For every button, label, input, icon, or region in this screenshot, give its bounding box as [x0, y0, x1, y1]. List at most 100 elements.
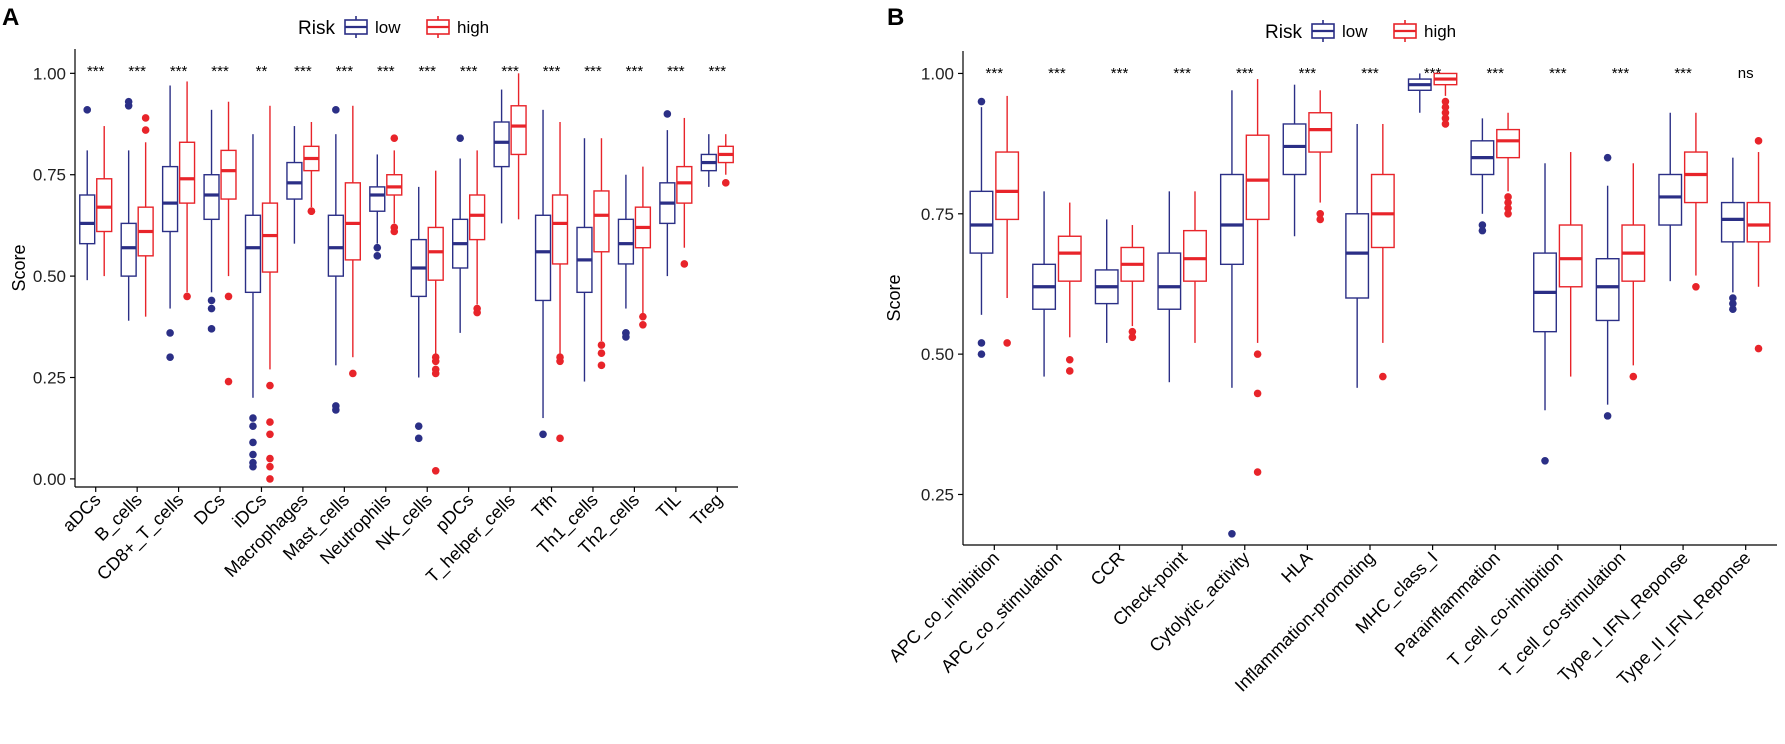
outlier-point — [431, 357, 440, 366]
significance-label: *** — [1299, 65, 1317, 82]
box-high-DCs — [220, 101, 237, 386]
box-low-Neutrophils — [369, 154, 386, 260]
legend-label-high: high — [457, 18, 489, 37]
significance-label: *** — [211, 63, 229, 80]
y-tick-label: 0.50 — [921, 345, 954, 364]
box-high-iDCs — [261, 105, 279, 483]
significance-label: *** — [709, 63, 727, 80]
outlier-point — [1441, 97, 1450, 106]
box — [178, 141, 196, 204]
significance-label: *** — [418, 63, 436, 80]
outlier-point — [124, 97, 133, 106]
outlier-point — [1441, 103, 1450, 111]
box-high-Inflammation-promoting — [1370, 123, 1395, 381]
significance-label: *** — [170, 63, 188, 80]
panel-A: A Risk low high0.000.250.500.751.00ScoreaDC… — [2, 4, 738, 587]
panel-letter: A — [2, 4, 19, 31]
box-high-Neutrophils — [386, 134, 403, 236]
outlier-point — [1504, 193, 1512, 201]
x-tick-label: T_cell_co-inhibition — [1444, 548, 1568, 672]
box-low-T_cell_co-stimulation — [1595, 153, 1620, 420]
outlier-point — [1316, 215, 1325, 224]
significance-label: *** — [1173, 65, 1191, 82]
box — [203, 174, 220, 221]
box-high-Parainflammation — [1496, 112, 1521, 218]
outlier-point — [639, 320, 647, 329]
legend-title: Risk — [298, 18, 335, 39]
outlier-point — [373, 252, 382, 260]
x-tick-label: HLA — [1277, 548, 1316, 587]
outlier-point — [639, 312, 647, 321]
box — [120, 222, 137, 277]
outlier-point — [414, 434, 423, 443]
box — [1057, 235, 1082, 282]
box — [1595, 258, 1620, 322]
box-low-iDCs — [244, 134, 262, 471]
outlier-point — [977, 350, 986, 358]
box-low-NK_cells — [410, 186, 427, 443]
outlier-point — [83, 106, 92, 114]
outlier-point — [166, 329, 174, 337]
outlier-point — [373, 243, 382, 252]
box — [1345, 213, 1370, 299]
significance-label: *** — [1111, 65, 1129, 82]
box — [1245, 134, 1270, 221]
box-high-Th2_cells — [634, 166, 652, 329]
legend: Risk low high — [298, 16, 489, 39]
outlier-point — [1441, 120, 1450, 128]
box-high-CCR — [1120, 225, 1145, 342]
significance-label: *** — [377, 63, 395, 80]
box-low-Cytolytic_activity — [1219, 90, 1244, 538]
box-low-Th2_cells — [617, 174, 635, 341]
box-high-T_cell_co-inhibition — [1558, 152, 1583, 377]
legend: Risk low high — [1265, 20, 1456, 43]
box — [369, 186, 386, 212]
outlier-point — [539, 430, 547, 439]
outlier-point — [141, 126, 150, 134]
box-high-Type_II_IFN_Reponse — [1746, 137, 1771, 353]
outlier-point — [1729, 294, 1737, 302]
significance-label: *** — [584, 63, 602, 80]
significance-label: *** — [501, 63, 519, 80]
box-low-pDCs — [452, 134, 469, 333]
significance-label: *** — [460, 63, 478, 80]
box-high-CD8+_T_cells — [178, 81, 196, 301]
box-low-Treg — [700, 134, 717, 187]
outlier-point — [266, 462, 274, 471]
outlier-point — [1253, 389, 1262, 398]
box — [1219, 173, 1244, 266]
significance-label: *** — [87, 63, 105, 80]
box-high-Mast_cells — [344, 105, 361, 378]
box-low-Check-point — [1157, 191, 1182, 383]
y-tick-label: 1.00 — [921, 64, 954, 83]
box-high-T_cell_co-stimulation — [1621, 163, 1646, 381]
legend-label-low: low — [1342, 22, 1368, 41]
legend-key-high — [1393, 20, 1417, 42]
box — [344, 182, 361, 261]
outlier-point — [1441, 114, 1450, 123]
outlier-point — [622, 333, 630, 341]
box — [286, 161, 303, 200]
outlier-point — [332, 406, 340, 414]
box-low-DCs — [203, 109, 220, 333]
significance-label: *** — [1236, 65, 1254, 82]
box-low-Inflammation-promoting — [1345, 123, 1370, 388]
box — [1658, 173, 1683, 226]
outlier-point — [680, 260, 689, 268]
outlier-point — [977, 339, 986, 347]
box-low-aDCs — [79, 106, 96, 281]
y-tick-label: 1.00 — [33, 64, 66, 83]
box — [676, 165, 693, 204]
box-high-APC_co_inhibition — [995, 95, 1020, 347]
outlier-point — [207, 304, 216, 313]
box-high-TIL — [676, 117, 693, 268]
outlier-point — [1478, 226, 1487, 235]
outlier-point — [1692, 282, 1700, 291]
outlier-point — [1253, 468, 1262, 476]
legend-key-high — [426, 16, 450, 38]
box-high-aDCs — [96, 126, 113, 277]
box — [593, 190, 610, 253]
outlier-point — [1003, 339, 1011, 347]
box — [1683, 151, 1708, 204]
